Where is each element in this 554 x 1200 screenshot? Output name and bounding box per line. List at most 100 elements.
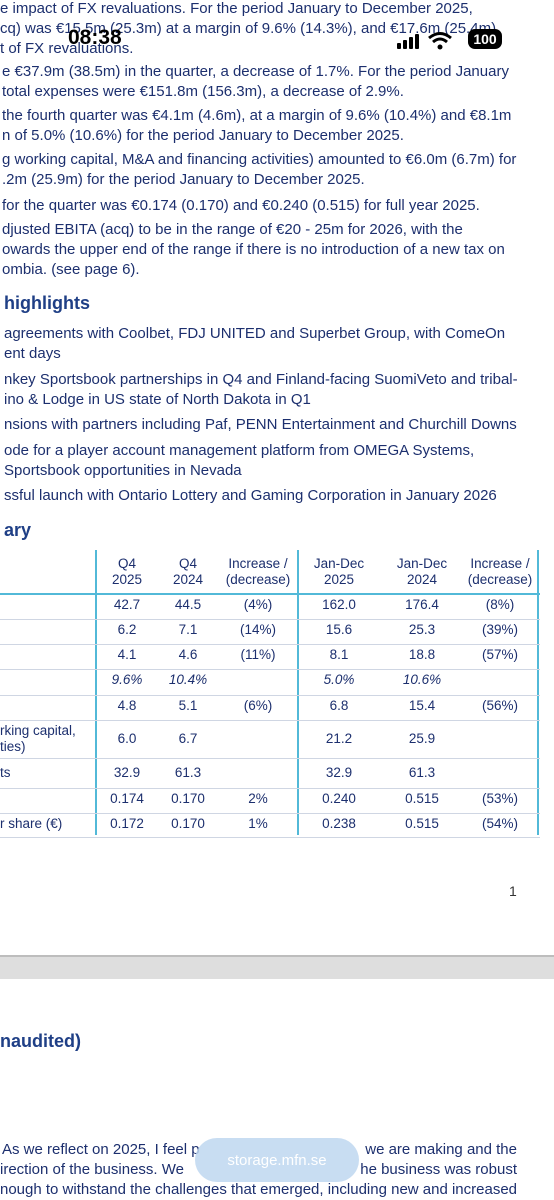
table-cell: 10.6% (402, 672, 442, 687)
text-line: ombia. (see page 6). (2, 261, 140, 278)
text-line: cq) was €15.5m (25.3m) at a margin of 9.… (0, 20, 497, 37)
table-cell: 0.515 (405, 791, 439, 806)
table-cell: 162.0 (322, 597, 356, 612)
row-rule (0, 758, 540, 759)
row-label: ties) (0, 739, 26, 754)
row-label: rking capital, (0, 723, 76, 738)
table-cell: 32.9 (113, 765, 141, 780)
table-cell: 6.2 (117, 622, 137, 637)
section-heading: highlights (4, 293, 90, 313)
table-bottom (0, 837, 540, 838)
table-cell: 25.9 (408, 731, 436, 746)
table-cell: 4.6 (178, 647, 198, 662)
table-cell: 9.6% (111, 672, 143, 687)
table-cell: 0.240 (322, 791, 356, 806)
bullet-line: ino & Lodge in US state of North Dakota … (4, 391, 311, 408)
section-heading: naudited) (0, 1031, 81, 1051)
text-line: for the quarter was €0.174 (0.170) and €… (2, 197, 480, 214)
text-line: nough to withstand the challenges that e… (0, 1181, 518, 1198)
text-line: e impact of FX revaluations. For the per… (0, 0, 473, 17)
status-bar: 08:38 100 (0, 24, 554, 64)
clock: 08:38 (68, 26, 122, 49)
table-cell: 15.6 (325, 622, 353, 637)
url-bar[interactable]: storage.mfn.se (195, 1138, 359, 1182)
column-header: 2025 (323, 572, 355, 587)
table-cell: 25.3 (408, 622, 436, 637)
row-rule (0, 695, 540, 696)
text-line: g working capital, M&A and financing act… (2, 151, 517, 168)
signal-wifi (397, 32, 452, 50)
bullet-line: ent days (4, 345, 61, 362)
text-line: total expenses were €151.8m (156.3m), a … (2, 83, 404, 100)
row-label: ts (0, 765, 11, 780)
row-rule (0, 813, 540, 814)
column-header: Q4 (178, 556, 198, 571)
table-cell: 61.3 (174, 765, 202, 780)
bullet-line: agreements with Coolbet, FDJ UNITED and … (4, 325, 506, 342)
text-line: .2m (25.9m) for the period January to De… (2, 171, 365, 188)
text-line: irection of the business. We (0, 1161, 184, 1178)
text-line: e €37.9m (38.5m) in the quarter, a decre… (2, 63, 509, 80)
table-cell: (6%) (243, 698, 273, 713)
column-header: 2024 (172, 572, 204, 587)
bullet-line: Sportsbook opportunities in Nevada (4, 462, 242, 479)
text-line: he business was robust (360, 1161, 517, 1178)
table-cell: 0.172 (110, 816, 144, 831)
table-cell: 6.0 (117, 731, 137, 746)
table-cell: 4.1 (117, 647, 137, 662)
table-cell: 176.4 (405, 597, 439, 612)
table-cell: 6.8 (329, 698, 349, 713)
text-line: djusted EBITA (acq) to be in the range o… (2, 221, 463, 238)
table-cell: (4%) (243, 597, 273, 612)
table-cell: 7.1 (178, 622, 198, 637)
table-cell: 44.5 (174, 597, 202, 612)
row-rule (0, 644, 540, 645)
bullet-line: ssful launch with Ontario Lottery and Ga… (4, 487, 497, 504)
text-line: owards the upper end of the range if the… (2, 241, 505, 258)
table-cell: 4.8 (117, 698, 137, 713)
row-rule (0, 619, 540, 620)
table-cell: 2% (248, 791, 268, 806)
table-cell: (8%) (485, 597, 515, 612)
row-rule (0, 720, 540, 721)
column-header: Jan-Dec (396, 556, 448, 571)
table-cell: 0.238 (322, 816, 356, 831)
table-cell: 10.4% (168, 672, 208, 687)
column-header: Jan-Dec (313, 556, 365, 571)
text-line: n of 5.0% (10.6%) for the period January… (2, 127, 404, 144)
table-cell: 0.174 (110, 791, 144, 806)
header-rule (0, 593, 540, 595)
text-line: t of FX revaluations. (0, 40, 134, 57)
battery: 100 (468, 29, 502, 49)
column-header: Increase / (228, 556, 288, 571)
table-divider (537, 550, 539, 835)
table-cell: 8.1 (329, 647, 349, 662)
table-cell: (39%) (481, 622, 519, 637)
column-header: (decrease) (467, 572, 533, 587)
table-cell: 6.7 (178, 731, 198, 746)
page-break (0, 955, 554, 979)
table-cell: 32.9 (325, 765, 353, 780)
column-header: 2024 (406, 572, 438, 587)
table-cell: (57%) (481, 647, 519, 662)
row-rule (0, 788, 540, 789)
table-cell: 0.515 (405, 816, 439, 831)
column-header: Q4 (117, 556, 137, 571)
table-divider (297, 550, 299, 835)
table-cell: (56%) (481, 698, 519, 713)
bullet-line: nsions with partners including Paf, PENN… (4, 416, 517, 433)
table-cell: 15.4 (408, 698, 436, 713)
section-heading: ary (4, 520, 32, 540)
text-line: As we reflect on 2025, I feel p (2, 1141, 200, 1158)
column-header: Increase / (470, 556, 530, 571)
table-divider (95, 550, 97, 835)
table-cell: (54%) (481, 816, 519, 831)
table-cell: 5.0% (323, 672, 355, 687)
page-number: 1 (509, 883, 517, 899)
table-cell: 0.170 (171, 791, 205, 806)
table-cell: (14%) (239, 622, 277, 637)
table-cell: 61.3 (408, 765, 436, 780)
row-label: r share (€) (0, 816, 63, 831)
table-cell: (53%) (481, 791, 519, 806)
